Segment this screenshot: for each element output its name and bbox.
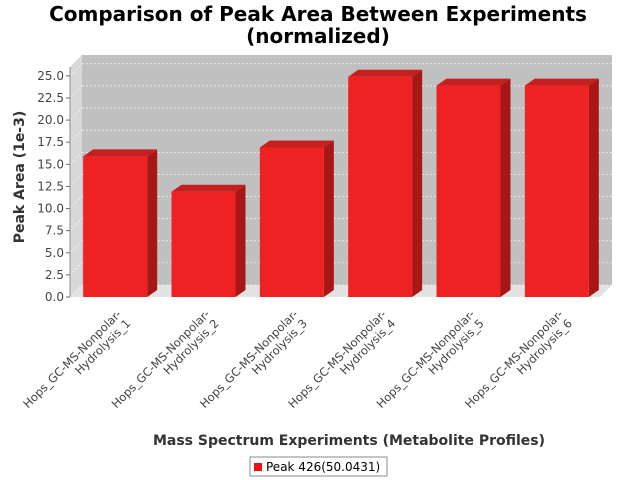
legend-swatch	[254, 463, 262, 471]
bar-front	[348, 76, 413, 297]
grid-line-side	[69, 107, 83, 121]
bar-side	[147, 149, 158, 297]
chart-subtitle: (normalized)	[246, 24, 390, 48]
bar-side	[235, 184, 246, 297]
y-axis-ticks: 0.0 2.5 5.0 7.5 10.0 12.5 15.0 17.5 20.0 22.5 25.0	[37, 67, 71, 304]
grid-line-side	[69, 63, 83, 77]
grid-line-side	[69, 262, 83, 276]
bar-front	[524, 85, 589, 297]
bars	[83, 69, 599, 297]
bar-side	[323, 140, 334, 297]
bar	[524, 78, 599, 297]
y-tick-label: 2.5	[45, 268, 64, 282]
y-tick-label: 10.0	[37, 202, 64, 216]
x-axis-label: Mass Spectrum Experiments (Metabolite Pr…	[153, 433, 545, 449]
bar-side	[588, 78, 599, 297]
y-tick-label: 17.5	[37, 135, 64, 149]
x-tick-label-line: Hops_GC-MS-Nonpolar-	[20, 307, 124, 411]
grid-line-side	[69, 129, 83, 143]
y-tick-label: 22.5	[37, 91, 64, 105]
y-tick-label: 25.0	[37, 69, 64, 83]
bar-top	[436, 78, 511, 86]
grid-line-side	[69, 240, 83, 253]
bar-top	[171, 184, 246, 192]
y-tick-label: 7.5	[45, 224, 64, 238]
legend: Peak 426(50.0431)	[249, 456, 388, 477]
bar-top	[348, 69, 423, 77]
bar-front	[83, 156, 148, 297]
grid-line-side	[69, 152, 83, 165]
y-tick-label: 0.0	[45, 290, 64, 304]
y-tick-label: 20.0	[37, 113, 64, 127]
plot-side-wall	[70, 55, 82, 297]
grid-line-side	[69, 218, 83, 231]
chart-title: Comparison of Peak Area Between Experime…	[49, 2, 587, 26]
x-axis-categories: Hops_GC-MS-Nonpolar-Hydrolysis_1Hops_GC-…	[20, 307, 575, 411]
bar	[348, 69, 423, 297]
bar-side	[500, 78, 511, 297]
grid-line-side	[69, 85, 83, 99]
grid-line-side	[69, 284, 83, 298]
y-tick-label: 5.0	[45, 246, 64, 260]
bar	[83, 149, 158, 297]
bar	[436, 78, 511, 297]
bar-top	[524, 78, 599, 86]
bar-top	[259, 140, 334, 148]
bar-side	[412, 69, 423, 297]
y-tick-label: 12.5	[37, 179, 64, 193]
plot-background	[82, 55, 612, 285]
bar-front	[436, 85, 501, 297]
y-axis-label: Peak Area (1e-3)	[12, 111, 28, 244]
legend-entry: Peak 426(50.0431)	[266, 460, 380, 474]
bar-front	[171, 191, 236, 297]
bar-front	[259, 147, 324, 297]
grid-line-side	[69, 196, 83, 209]
bar-top	[83, 149, 158, 157]
y-tick-label: 15.0	[37, 157, 64, 171]
bar	[259, 140, 334, 297]
bar	[171, 184, 246, 297]
grid-line-side	[69, 174, 83, 187]
legend-box	[249, 456, 388, 477]
